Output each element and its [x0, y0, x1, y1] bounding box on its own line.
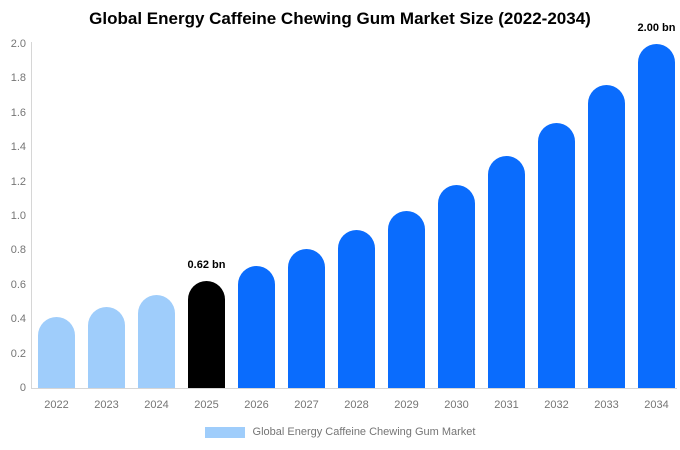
y-tick-label: 0.2: [10, 347, 26, 360]
bar-2034[interactable]: [638, 44, 675, 388]
x-tick-label: 2029: [394, 399, 419, 411]
x-tick-label: 2034: [644, 399, 669, 411]
x-tick-label: 2026: [244, 399, 269, 411]
x-tick-label: 2027: [294, 399, 319, 411]
bar-2032[interactable]: [538, 123, 575, 388]
bar-2023[interactable]: [88, 307, 125, 388]
bar-2022[interactable]: [38, 317, 75, 388]
y-tick-label: 0.6: [10, 278, 26, 291]
x-tick-label: 2022: [44, 399, 69, 411]
y-tick-label: 0.8: [10, 244, 26, 257]
y-tick-label: 0: [19, 382, 26, 394]
y-tick-label: 1.0: [10, 210, 26, 222]
x-tick-label: 2033: [594, 399, 619, 411]
x-tick-label: 2023: [94, 399, 119, 411]
y-tick-label: 1.4: [10, 141, 26, 154]
x-tick-label: 2025: [194, 399, 219, 411]
y-tick-label: 2.0: [10, 38, 26, 50]
bar-2025[interactable]: [188, 281, 225, 388]
x-tick-label: 2024: [144, 399, 169, 411]
bar-value-label: 2.00 bn: [637, 22, 676, 34]
bar-value-label: 0.62 bn: [187, 259, 226, 271]
legend-item[interactable]: Global Energy Caffeine Chewing Gum Marke…: [0, 426, 680, 438]
legend-swatch: [204, 426, 245, 438]
x-tick-label: 2032: [544, 399, 569, 411]
y-tick-label: 1.6: [10, 106, 26, 119]
y-axis-line: [31, 42, 32, 388]
x-tick-label: 2028: [344, 399, 369, 411]
bar-2027[interactable]: [288, 249, 325, 388]
bar-2029[interactable]: [388, 211, 425, 388]
y-tick-label: 1.8: [10, 72, 26, 85]
y-tick-label: 1.2: [10, 175, 26, 188]
bar-2033[interactable]: [588, 85, 625, 388]
x-tick-label: 2031: [494, 399, 519, 411]
bar-2030[interactable]: [438, 185, 475, 388]
x-axis-line: [31, 388, 677, 389]
x-tick-label: 2030: [444, 399, 469, 411]
chart-title: Global Energy Caffeine Chewing Gum Marke…: [89, 9, 591, 28]
legend-label: Global Energy Caffeine Chewing Gum Marke…: [252, 426, 476, 438]
bar-2024[interactable]: [138, 295, 175, 388]
bar-2031[interactable]: [488, 156, 525, 388]
y-tick-label: 0.4: [10, 313, 26, 326]
bar-2028[interactable]: [338, 230, 375, 388]
bar-2026[interactable]: [238, 266, 275, 388]
